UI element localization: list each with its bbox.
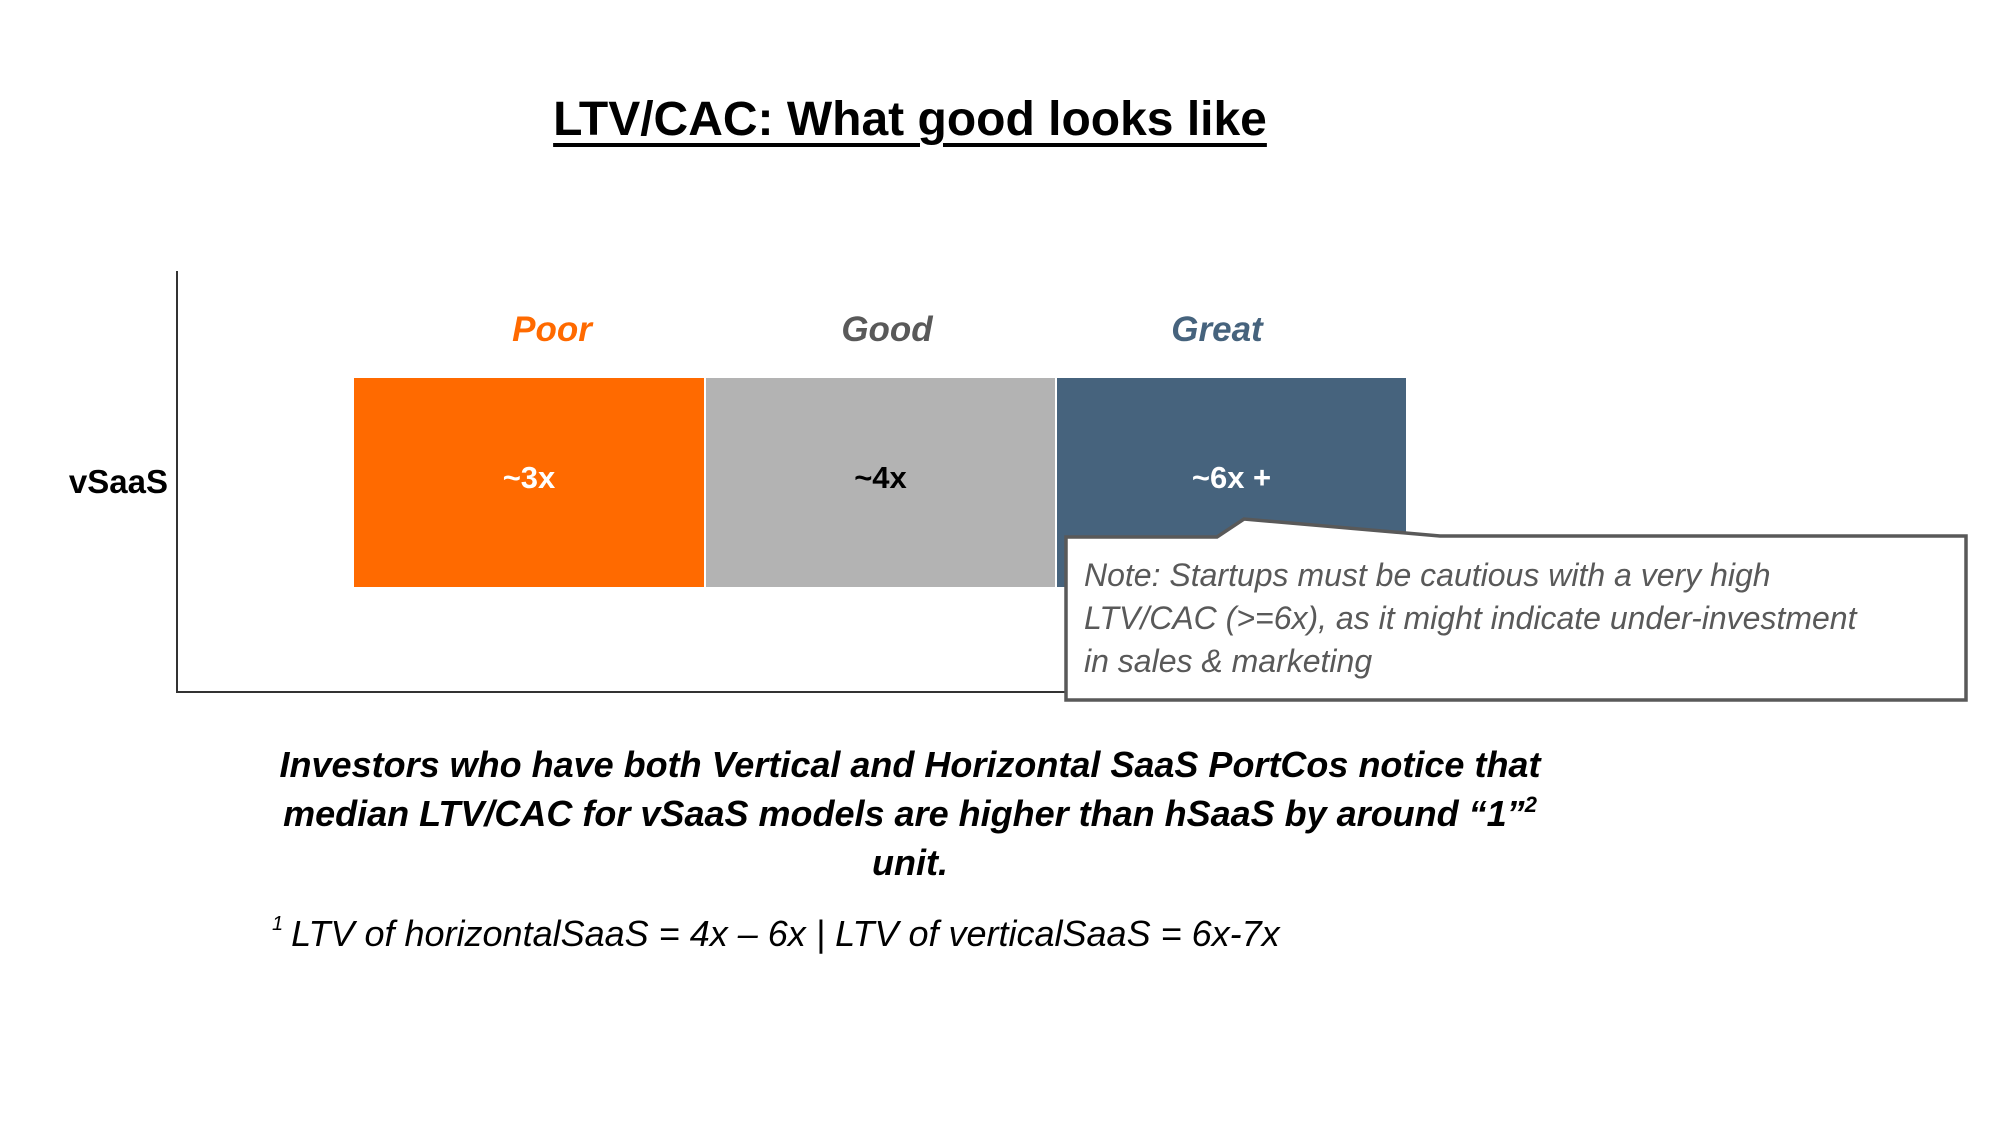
statement-line-1: Investors who have both Vertical and Hor… xyxy=(279,744,1541,785)
key-insight-statement: Investors who have both Vertical and Hor… xyxy=(150,740,1670,887)
callout-bubble-shape xyxy=(1064,517,1968,702)
callout-line-2: LTV/CAC (>=6x), as it might indicate und… xyxy=(1084,600,1857,636)
callout-text: Note: Startups must be cautious with a v… xyxy=(1084,554,1954,683)
callout-line-1: Note: Startups must be cautious with a v… xyxy=(1084,557,1771,593)
row-label-vsaas: vSaaS xyxy=(68,463,168,500)
note-callout: Note: Startups must be cautious with a v… xyxy=(1062,514,1972,704)
footnote: 1 LTV of horizontalSaaS = 4x – 6x | LTV o… xyxy=(272,912,1280,956)
bar-value-good: ~4x xyxy=(854,460,907,495)
category-label-great: Great xyxy=(1171,310,1263,349)
statement-line-2-text: median LTV/CAC for vSaaS models are high… xyxy=(283,793,1525,834)
category-label-poor: Poor xyxy=(512,310,592,349)
bar-segment-poor: ~3x xyxy=(354,378,704,587)
x-axis-line xyxy=(176,691,1076,693)
category-label-good: Good xyxy=(841,310,933,349)
y-axis-line xyxy=(176,271,178,693)
slide-title: LTV/CAC: What good looks like xyxy=(553,93,1267,146)
bar-value-poor: ~3x xyxy=(502,460,556,495)
callout-line-3: in sales & marketing xyxy=(1084,643,1373,679)
statement-superscript: 2 xyxy=(1524,792,1537,817)
statement-line-3: unit. xyxy=(872,842,948,883)
bar-value-great: ~6x + xyxy=(1191,460,1272,495)
footnote-text: LTV of horizontalSaaS = 4x – 6x | LTV of… xyxy=(291,913,1280,954)
bar-segment-good: ~4x xyxy=(706,378,1055,587)
footnote-marker: 1 xyxy=(272,913,284,935)
statement-line-2: median LTV/CAC for vSaaS models are high… xyxy=(150,789,1670,838)
